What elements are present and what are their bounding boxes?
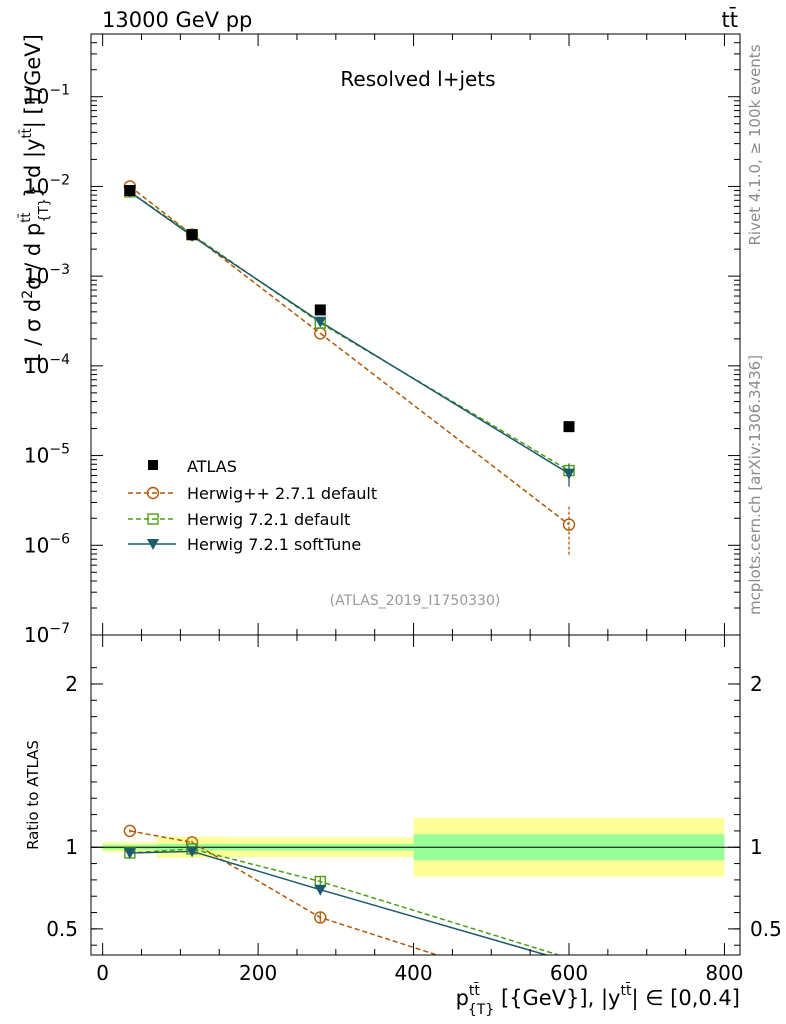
- mcplots-label: mcplots.cern.ch [arXiv:1306.3436]: [746, 355, 764, 615]
- y-axis-label: 1 / σ d2σ / d ptt̄ {T}} d |ytt̄| [1/GeV]: [19, 34, 52, 366]
- atlas-point-0: [124, 185, 136, 197]
- ratio-tick-label-2: 2: [65, 672, 78, 696]
- series-line-2: [129, 191, 570, 475]
- y-tick-label-1: 10−6: [24, 531, 70, 557]
- legend-marker-atlas: [148, 460, 158, 470]
- series-point-2-3: [563, 468, 576, 480]
- atlas-point-2: [314, 304, 326, 316]
- energy-label: 13000 GeV pp: [102, 8, 252, 32]
- legend: ATLAS Herwig++ 2.7.1 default Herwig 7.2.…: [128, 457, 377, 554]
- x-tick-label-4: 800: [705, 961, 743, 985]
- ratio-point-2-1: [186, 846, 199, 858]
- y-tick-label-5: 10−2: [24, 172, 70, 198]
- analysis-label: (ATLAS_2019_I1750330): [330, 593, 501, 609]
- ratio-point-2-0: [123, 847, 136, 859]
- ratio-frame: [90, 634, 741, 956]
- x-tick-label-1: 200: [239, 961, 277, 985]
- legend-label-atlas: ATLAS: [187, 457, 237, 476]
- legend-marker-0: [146, 486, 160, 500]
- legend-marker-2: [147, 539, 159, 550]
- ratio-tick-label-right-0: 0.5: [750, 917, 782, 941]
- y-tick-label-4: 10−3: [24, 262, 70, 288]
- ratio-line-0: [129, 830, 440, 955]
- ratio-tick-label-right-2: 2: [750, 672, 763, 696]
- rivet-version-label: Rivet 4.1.0, ≥ 100k events: [746, 44, 764, 245]
- x-tick-label-2: 400: [394, 961, 432, 985]
- ratio-line-2: [129, 850, 550, 955]
- ratio-tick-label-0: 0.5: [46, 917, 78, 941]
- ratio-tick-label-1: 1: [65, 835, 78, 859]
- series-point-0-3: [562, 518, 576, 531]
- legend-label-herwigpp: Herwig++ 2.7.1 default: [187, 484, 377, 503]
- ratio-point-2-2: [314, 884, 327, 896]
- legend-label-herwig7-softtune: Herwig 7.2.1 softTune: [187, 535, 361, 554]
- y-tick-label-0: 10−7: [24, 621, 70, 647]
- ratio-y-axis-label: Ratio to ATLAS: [24, 740, 42, 850]
- ratio-tick-label-right-1: 1: [750, 835, 763, 859]
- ratio-line-1: [129, 848, 561, 955]
- x-axis-label: ptt̄ {T} [{GeV}], |ytt̄| ∈ [0,0.4]: [456, 981, 740, 1018]
- x-tick-label-3: 600: [550, 961, 588, 985]
- y-tick-label-3: 10−4: [24, 352, 70, 378]
- process-label: tt̄: [722, 7, 738, 32]
- main-panel: Resolved l+jets (ATLAS_2019_I1750330): [90, 33, 741, 636]
- ratio-panel: Ratio to ATLAS: [24, 634, 741, 956]
- legend-label-herwig7-default: Herwig 7.2.1 default: [187, 510, 350, 529]
- x-tick-label-0: 0: [96, 961, 109, 985]
- y-tick-label-6: 10−1: [24, 83, 70, 109]
- y-tick-label-2: 10−5: [24, 442, 70, 468]
- atlas-point-3: [563, 421, 575, 433]
- series-point-2-2: [314, 316, 327, 328]
- legend-marker-1: [147, 513, 159, 525]
- atlas-point-1: [186, 229, 198, 241]
- ratio-point-0-2: [314, 911, 327, 924]
- ratio-point-0-0: [123, 824, 137, 838]
- chart-title: Resolved l+jets: [340, 67, 495, 91]
